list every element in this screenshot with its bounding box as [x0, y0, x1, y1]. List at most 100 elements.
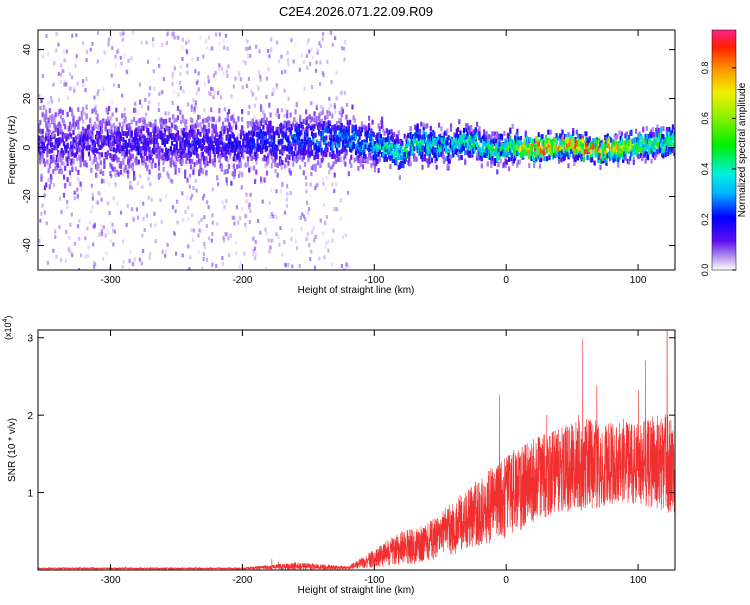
heatmap-cell [206, 161, 209, 166]
heatmap-cell [138, 117, 142, 123]
heatmap-cell [203, 134, 206, 139]
heatmap-cell [503, 161, 506, 167]
heatmap-cell [658, 146, 661, 152]
heatmap-cell [344, 161, 347, 167]
heatmap-cell [629, 145, 632, 151]
heatmap-cell [422, 127, 425, 133]
heatmap-cell [306, 135, 309, 140]
heatmap-cell [495, 158, 498, 163]
heatmap-cell [61, 153, 64, 158]
heatmap-cell [326, 175, 329, 180]
heatmap-cell [177, 35, 180, 40]
heatmap-cell [595, 144, 599, 149]
heatmap-cell [191, 124, 194, 130]
heatmap-cell [173, 136, 176, 142]
heatmap-cell [200, 167, 203, 173]
heatmap-cell [233, 150, 236, 156]
heatmap-cell [440, 126, 443, 132]
heatmap-cell [503, 143, 506, 149]
heatmap-cell [154, 147, 157, 153]
heatmap-cell [264, 156, 267, 162]
heatmap-cell [339, 120, 342, 125]
heatmap-cell [508, 140, 511, 146]
heatmap-cell [305, 237, 308, 242]
heatmap-cell [314, 143, 317, 149]
heatmap-cell [593, 149, 596, 155]
heatmap-cell [464, 160, 467, 165]
heatmap-cell [594, 143, 597, 149]
heatmap-cell [203, 215, 206, 220]
heatmap-cell [218, 118, 221, 123]
heatmap-cell [86, 125, 89, 131]
heatmap-cell [318, 41, 321, 46]
heatmap-cell [179, 109, 182, 115]
heatmap-cell [644, 151, 647, 157]
heatmap-cell [179, 140, 182, 146]
heatmap-cell [97, 118, 100, 123]
heatmap-cell [74, 63, 77, 68]
heatmap-cell [307, 160, 310, 165]
heatmap-cell [49, 158, 53, 164]
heatmap-cell [62, 174, 66, 180]
heatmap-cell [217, 182, 220, 187]
heatmap-cell [128, 123, 131, 129]
heatmap-cell [458, 155, 461, 161]
heatmap-cell [60, 115, 63, 120]
heatmap-cell [80, 149, 83, 155]
heatmap-cell [226, 168, 229, 174]
heatmap-cell [116, 169, 119, 175]
heatmap-cell [617, 151, 620, 156]
heatmap-cell [246, 39, 249, 44]
heatmap-cell [134, 135, 137, 141]
heatmap-cell [538, 163, 542, 169]
heatmap-cell [241, 116, 244, 122]
heatmap-cell [548, 147, 551, 153]
heatmap-cell [302, 148, 305, 153]
heatmap-cell [233, 175, 236, 180]
heatmap-cell [353, 117, 356, 123]
heatmap-cell [95, 164, 98, 170]
heatmap-cell [260, 176, 263, 182]
heatmap-cell [538, 157, 542, 163]
snr-multiplier-exponent: 4 [2, 318, 9, 322]
heatmap-cell [95, 123, 98, 128]
heatmap-cell [114, 54, 117, 59]
heatmap-cell [113, 229, 116, 234]
heatmap-cell [490, 134, 493, 140]
heatmap-cell [47, 117, 50, 123]
heatmap-cell [189, 196, 192, 201]
heatmap-cell [555, 144, 558, 149]
heatmap-cell [347, 171, 350, 177]
heatmap-cell [71, 158, 74, 164]
heatmap-cell [471, 149, 474, 155]
spectrogram-y-tick-label: -40 [22, 238, 33, 253]
heatmap-cell [657, 127, 660, 133]
heatmap-cell [283, 144, 286, 150]
heatmap-cell [270, 37, 273, 42]
heatmap-cell [319, 218, 322, 223]
heatmap-cell [186, 70, 189, 75]
heatmap-cell [95, 156, 98, 162]
heatmap-cell [99, 169, 102, 174]
heatmap-cell [201, 138, 204, 143]
heatmap-cell [91, 161, 94, 165]
heatmap-cell [185, 196, 188, 200]
heatmap-cell [280, 108, 284, 113]
heatmap-cell [311, 116, 314, 122]
heatmap-cell [122, 137, 125, 143]
heatmap-cell [664, 152, 667, 158]
heatmap-cell [61, 136, 64, 142]
heatmap-cell [391, 154, 394, 160]
heatmap-cell [239, 134, 242, 140]
heatmap-cell [229, 138, 232, 143]
heatmap-cell [150, 197, 153, 202]
heatmap-cell [124, 139, 127, 145]
heatmap-cell [591, 146, 594, 152]
heatmap-cell [311, 140, 314, 146]
heatmap-cell [184, 139, 187, 145]
heatmap-cell [332, 150, 335, 156]
heatmap-cell [163, 142, 166, 148]
heatmap-cell [324, 115, 327, 121]
heatmap-cell [639, 135, 642, 141]
heatmap-cell [543, 147, 546, 153]
